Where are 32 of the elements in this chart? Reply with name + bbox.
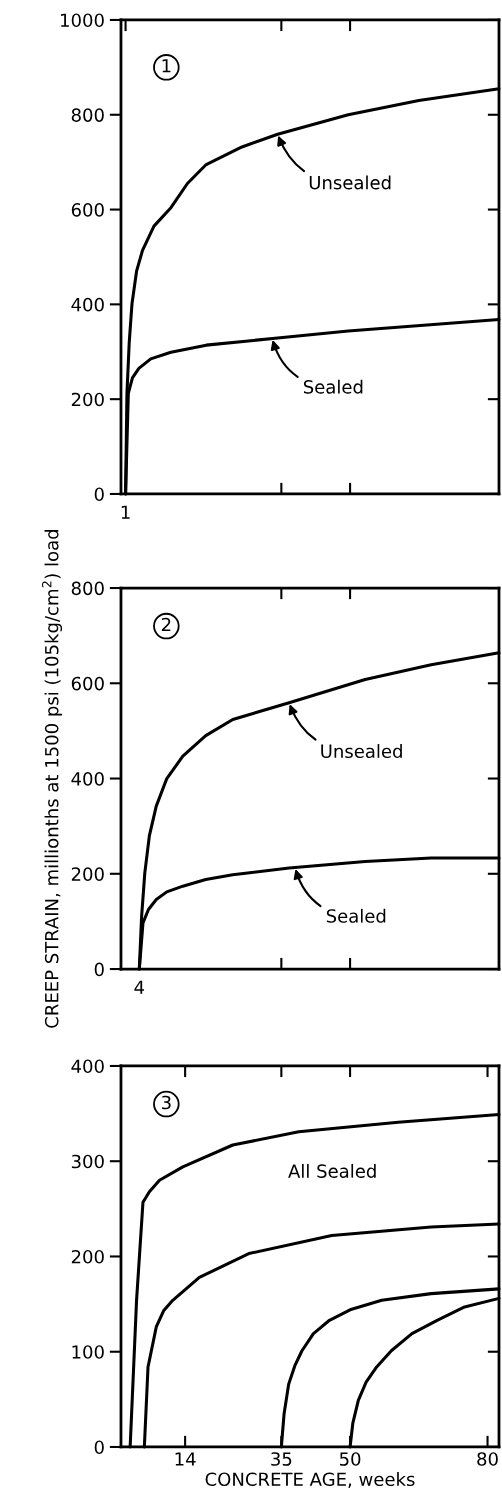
text: 3 xyxy=(161,1095,171,1110)
y-tick-label: 200 xyxy=(71,867,104,881)
annotation: 4 xyxy=(134,980,145,994)
annotation: Unsealed xyxy=(309,175,391,190)
y-tick-label: 0 xyxy=(94,487,104,502)
y-tick-label: 200 xyxy=(71,392,104,407)
y-tick-label: 800 xyxy=(71,581,104,596)
y-tick-label: 400 xyxy=(71,297,104,312)
y-tick-label: 1000 xyxy=(61,13,104,28)
y-tick-label: 400 xyxy=(71,1059,104,1074)
x-axis-title: CONCRETE AGE, weeks xyxy=(205,1472,415,1488)
y-tick-label: 200 xyxy=(71,1249,104,1264)
y-tick-label: 0 xyxy=(94,962,104,977)
x-tick-label: 80 xyxy=(477,1452,498,1466)
text: 1 xyxy=(162,59,171,73)
x-tick-label: 35 xyxy=(271,1452,292,1466)
text: 2 xyxy=(161,617,171,632)
y-tick-label: 800 xyxy=(71,108,104,122)
x-tick-label: 50 xyxy=(339,1452,361,1466)
y-tick-label: 600 xyxy=(71,203,104,217)
y-tick-label: 0 xyxy=(94,1440,104,1455)
annotation: All Sealed xyxy=(288,1163,376,1178)
annotation: Unsealed xyxy=(321,744,402,759)
y-axis-title: CREEP STRAIN, millionths at 1500 psi (105kg/cm$^{2}$) load xyxy=(41,530,63,1028)
y-tick-label: 400 xyxy=(71,771,104,786)
y-tick-label: 300 xyxy=(71,1154,104,1169)
x-tick-label: 14 xyxy=(175,1452,196,1466)
y-tick-label: 100 xyxy=(72,1345,104,1359)
y-tick-label: 600 xyxy=(71,676,104,691)
annotation: Sealed xyxy=(303,379,363,394)
annotation: 1 xyxy=(121,505,130,519)
annotation: Sealed xyxy=(326,908,386,923)
